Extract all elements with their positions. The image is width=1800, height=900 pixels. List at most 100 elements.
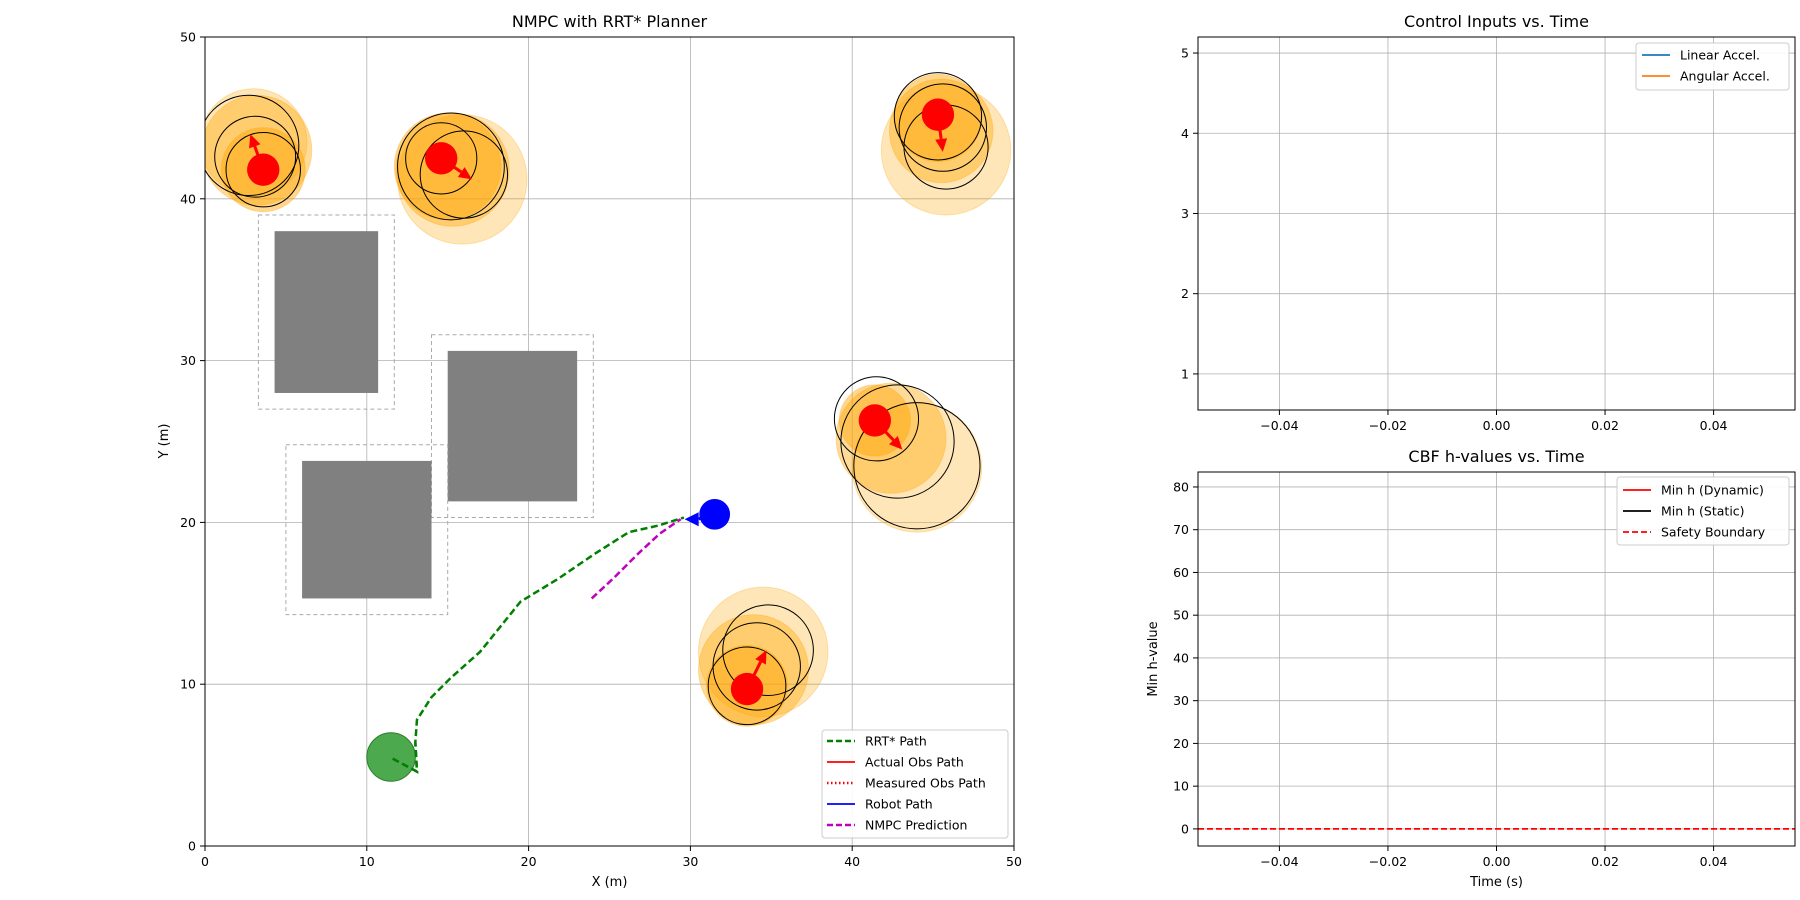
map-x-tick-label-1: 10 bbox=[359, 854, 375, 869]
robot-heading-shaft bbox=[697, 515, 704, 521]
map-legend: RRT* Path Actual Obs Path Measured Obs Pat… bbox=[821, 729, 1009, 839]
agents bbox=[366, 498, 731, 782]
cbf-legend-box bbox=[1616, 476, 1790, 546]
obstacle-3-velocity-shaft bbox=[873, 419, 895, 442]
control-y-tick-label-2: 3 bbox=[1181, 206, 1189, 221]
obstacle-2-velocity-head bbox=[935, 138, 948, 152]
map-y-tick-label-3: 30 bbox=[180, 353, 196, 368]
cbf-y-tick-label-5: 50 bbox=[1173, 608, 1189, 623]
rrt-path-start bbox=[392, 742, 419, 774]
map-y-tick-label-2: 20 bbox=[180, 515, 196, 530]
control-y-tick-label-0: 1 bbox=[1181, 366, 1189, 381]
obstacle-3-predicted-1 bbox=[840, 384, 955, 499]
obstacle-3-velocity-head bbox=[889, 436, 903, 450]
static-obstacle-1 bbox=[447, 350, 578, 502]
cbf-y-tick-label-7: 70 bbox=[1173, 522, 1189, 537]
goal-marker bbox=[366, 732, 416, 782]
map-frame bbox=[204, 36, 1015, 847]
map-x-tick-label-4: 40 bbox=[844, 854, 860, 869]
cbf-y-tick-label-8: 80 bbox=[1173, 479, 1189, 494]
obstacle-1-predicted-1 bbox=[397, 112, 505, 221]
obstacle-4-predicted-2 bbox=[722, 604, 814, 697]
cbf-y-tick-label-6: 60 bbox=[1173, 565, 1189, 580]
map-y-label: Y (m) bbox=[157, 424, 172, 460]
cbf-y-tick-label-4: 40 bbox=[1173, 650, 1189, 665]
cbf-x-tick-label-1: −0.02 bbox=[1369, 854, 1407, 869]
obstacle-0-predicted-2 bbox=[205, 94, 300, 197]
static-obstacles bbox=[257, 214, 594, 616]
obstacle-0-velocity-shaft bbox=[253, 145, 265, 171]
obstacle-1-predicted-2 bbox=[419, 130, 509, 219]
map-legend-label-1: Actual Obs Path bbox=[865, 755, 964, 770]
control-y-tick-label-1: 2 bbox=[1181, 286, 1189, 301]
cbf-y-tick-label-0: 0 bbox=[1181, 821, 1189, 836]
obstacle-4-uncertainty-2 bbox=[697, 586, 829, 718]
obstacle-2-predicted-0 bbox=[893, 72, 983, 161]
map-x-tick-label-3: 30 bbox=[682, 854, 698, 869]
cbf-legend-label-2: Safety Boundary bbox=[1661, 525, 1766, 540]
cbf-x-tick-label-3: 0.02 bbox=[1591, 854, 1619, 869]
static-obstacle-0 bbox=[274, 231, 379, 393]
map-plot-area bbox=[205, 37, 1014, 846]
map-title: NMPC with RRT* Planner bbox=[512, 12, 708, 31]
obstacle-4-velocity-shaft bbox=[745, 661, 762, 690]
cbf-y-tick-label-2: 20 bbox=[1173, 736, 1189, 751]
control-x-tick-label-4: 0.04 bbox=[1700, 418, 1728, 433]
obstacle-4-velocity-head bbox=[755, 650, 767, 665]
control-legend-label-0: Linear Accel. bbox=[1680, 48, 1760, 63]
obstacle-1-velocity-shaft bbox=[440, 157, 463, 174]
control-legend: Linear Accel. Angular Accel. bbox=[1635, 42, 1790, 91]
map-legend-label-2: Measured Obs Path bbox=[865, 776, 986, 791]
cbf-ticks: −0.04 −0.02 0.00 0.02 0.04 0 10 20 30 40 50 60 70 80 bbox=[1173, 479, 1727, 869]
static-obstacle-margin-1 bbox=[431, 334, 594, 519]
cbf-x-tick-label-4: 0.04 bbox=[1700, 854, 1728, 869]
map-axes: 0 10 20 30 40 50 0 10 20 30 40 50 NMPC with RRT* Pl… bbox=[157, 12, 1022, 890]
map-ticks: 0 10 20 30 40 50 0 10 20 30 40 50 bbox=[180, 30, 1022, 870]
dynamic-obstacles bbox=[205, 72, 1012, 727]
map-legend-label-0: RRT* Path bbox=[865, 734, 927, 749]
control-x-tick-label-0: −0.04 bbox=[1260, 418, 1298, 433]
obstacle-3-predicted-0 bbox=[833, 376, 920, 462]
cbf-y-tick-label-1: 10 bbox=[1173, 779, 1189, 794]
map-y-tick-label-5: 50 bbox=[180, 30, 196, 45]
obstacle-4-predicted-0 bbox=[707, 646, 787, 726]
obstacle-1-predicted-0 bbox=[405, 122, 478, 195]
map-y-tick-label-4: 40 bbox=[180, 191, 196, 206]
control-grid bbox=[1198, 37, 1795, 410]
obstacle-1-velocity-head bbox=[457, 167, 472, 180]
control-x-tick-label-1: −0.02 bbox=[1369, 418, 1407, 433]
cbf-legend-label-0: Min h (Dynamic) bbox=[1661, 483, 1764, 498]
obstacle-0-predicted-1 bbox=[214, 115, 297, 198]
map-y-tick-label-1: 10 bbox=[180, 677, 196, 692]
control-y-tick-label-4: 5 bbox=[1181, 46, 1189, 61]
control-axes: −0.04 −0.02 0.00 0.02 0.04 1 2 3 4 5 Control Inpu… bbox=[1181, 12, 1796, 433]
cbf-y-tick-label-3: 30 bbox=[1173, 693, 1189, 708]
control-title: Control Inputs vs. Time bbox=[1404, 12, 1589, 31]
obstacle-4-predicted-1 bbox=[712, 622, 801, 711]
map-x-tick-label-5: 50 bbox=[1006, 854, 1022, 869]
control-x-tick-label-2: 0.00 bbox=[1483, 418, 1511, 433]
obstacle-2-velocity-shaft bbox=[936, 114, 943, 140]
obstacle-0-uncertainty-1 bbox=[205, 94, 313, 206]
map-legend-label-3: Robot Path bbox=[865, 797, 933, 812]
static-obstacle-2 bbox=[302, 460, 432, 599]
cbf-x-label: Time (s) bbox=[1469, 875, 1523, 890]
cbf-x-tick-label-2: 0.00 bbox=[1483, 854, 1511, 869]
static-obstacle-margin-0 bbox=[257, 214, 395, 410]
map-x-label: X (m) bbox=[592, 875, 628, 890]
cbf-axes: −0.04 −0.02 0.00 0.02 0.0401020304050607080 … bbox=[1146, 447, 1796, 890]
map-x-tick-label-2: 20 bbox=[521, 854, 537, 869]
obstacle-3-predicted-2 bbox=[853, 402, 981, 530]
static-obstacle-margin-2 bbox=[285, 444, 449, 616]
robot-marker bbox=[699, 498, 731, 530]
cbf-y-label: Min h-value bbox=[1146, 621, 1161, 696]
control-ticks: −0.04 −0.02 0.00 0.02 0.04 1 2 3 4 5 bbox=[1181, 46, 1728, 433]
cbf-title: CBF h-values vs. Time bbox=[1408, 447, 1584, 466]
cbf-x-tick-label-0: −0.04 bbox=[1260, 854, 1298, 869]
map-legend-box bbox=[821, 729, 1009, 839]
control-y-tick-label-3: 4 bbox=[1181, 126, 1189, 141]
robot-heading-arrow bbox=[684, 512, 699, 527]
obstacle-2-predicted-1 bbox=[898, 83, 987, 172]
control-x-tick-label-3: 0.02 bbox=[1591, 418, 1619, 433]
